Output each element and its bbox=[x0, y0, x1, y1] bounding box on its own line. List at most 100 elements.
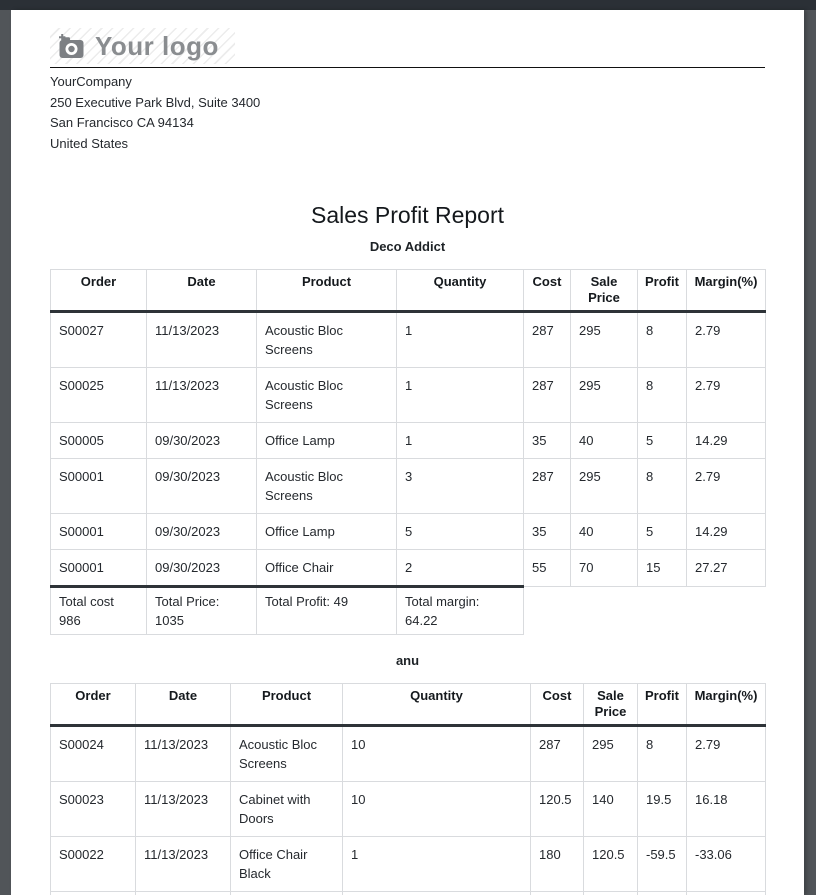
report-content: Your logo YourCompany 250 Executive Park… bbox=[11, 10, 804, 895]
table-row: S00023 11/13/2023 Cabinet with Doors 10 120.… bbox=[50, 781, 766, 837]
table-cell: Acoustic Bloc Screens bbox=[256, 311, 397, 368]
table-header-row: Order Date Product Quantity Cost Sale Price Pr… bbox=[50, 269, 766, 313]
table-cell: 1 bbox=[396, 422, 524, 459]
column-header: Order bbox=[50, 269, 147, 313]
table-cell: 19.5 bbox=[637, 781, 687, 837]
column-header: Order bbox=[50, 683, 136, 727]
table-cell: 120.5 bbox=[530, 781, 584, 837]
table-cell: -59.5 bbox=[637, 836, 687, 892]
table-cell: S00001 bbox=[50, 549, 147, 587]
table-cell bbox=[135, 891, 231, 895]
table-cell: 2.79 bbox=[686, 311, 766, 368]
table-cell bbox=[530, 891, 584, 895]
company-logo: Your logo bbox=[50, 28, 235, 64]
table-cell: 15 bbox=[637, 549, 687, 587]
table-cell: 40 bbox=[570, 513, 638, 550]
column-header: Date bbox=[146, 269, 257, 313]
table-row: S00005 09/30/2023 Office Lamp 1 35 40 5 14.29 bbox=[50, 422, 766, 459]
table-cell: 140 bbox=[583, 781, 638, 837]
table-cell bbox=[50, 891, 136, 895]
table-cell: -33.06 bbox=[686, 836, 766, 892]
table-cell: 1 bbox=[396, 367, 524, 423]
table-cell: 11/13/2023 bbox=[135, 725, 231, 782]
table-cell: 11/13/2023 bbox=[146, 367, 257, 423]
table-row: S00024 11/13/2023 Acoustic Bloc Screens 10 2… bbox=[50, 725, 766, 782]
column-header: Quantity bbox=[342, 683, 531, 727]
table-row: S00001 09/30/2023 Office Chair 2 55 70 15 27.27 bbox=[50, 549, 766, 587]
table-cell: Acoustic Bloc Screens bbox=[256, 367, 397, 423]
customer-name: anu bbox=[395, 653, 420, 668]
table-cell: 287 bbox=[523, 311, 571, 368]
table-row-cutoff bbox=[50, 891, 766, 895]
company-city: San Francisco CA 94134 bbox=[50, 115, 194, 130]
totals-cell: Total Price: 1035 bbox=[146, 585, 257, 635]
table-cell: 16.18 bbox=[686, 781, 766, 837]
table-cell: 1 bbox=[342, 836, 531, 892]
table-cell: 8 bbox=[637, 458, 687, 514]
table-cell: 8 bbox=[637, 367, 687, 423]
table-cell bbox=[686, 891, 766, 895]
table-cell: 14.29 bbox=[686, 422, 766, 459]
table-row: S00022 11/13/2023 Office Chair Black 1 180 12… bbox=[50, 836, 766, 892]
table-cell: 2.79 bbox=[686, 367, 766, 423]
table-cell: 09/30/2023 bbox=[146, 549, 257, 587]
table-cell: S00025 bbox=[50, 367, 147, 423]
table-cell: S00001 bbox=[50, 513, 147, 550]
table-cell: Acoustic Bloc Screens bbox=[256, 458, 397, 514]
column-header: Margin(%) bbox=[686, 683, 766, 727]
company-address: YourCompany 250 Executive Park Blvd, Sui… bbox=[50, 72, 765, 154]
column-header: Profit bbox=[637, 269, 687, 313]
header-divider bbox=[50, 67, 765, 68]
table-cell: S00027 bbox=[50, 311, 147, 368]
table-cell: 2 bbox=[396, 549, 524, 587]
table-cell: S00024 bbox=[50, 725, 136, 782]
table-cell: S00022 bbox=[50, 836, 136, 892]
table-cell: 09/30/2023 bbox=[146, 513, 257, 550]
table-cell: 5 bbox=[396, 513, 524, 550]
table-cell bbox=[637, 891, 687, 895]
table-cell: 2.79 bbox=[686, 725, 766, 782]
totals-cell: Total cost 986 bbox=[50, 585, 147, 635]
table-cell: Office Lamp bbox=[256, 513, 397, 550]
table-cell: S00005 bbox=[50, 422, 147, 459]
table-cell: 40 bbox=[570, 422, 638, 459]
table-cell: 35 bbox=[523, 422, 571, 459]
column-header: Margin(%) bbox=[686, 269, 766, 313]
table-cell: S00001 bbox=[50, 458, 147, 514]
column-header: Product bbox=[230, 683, 343, 727]
table-cell bbox=[342, 891, 531, 895]
table-row: S00027 11/13/2023 Acoustic Bloc Screens 1 28… bbox=[50, 311, 766, 368]
totals-cell: Total Profit: 49 bbox=[256, 585, 397, 635]
table-cell: 10 bbox=[342, 781, 531, 837]
sales-table-anu: Order Date Product Quantity Cost Sale Price Pr… bbox=[50, 683, 766, 895]
table-row: S00001 09/30/2023 Office Lamp 5 35 40 5 14.29 bbox=[50, 513, 766, 550]
table-cell: 10 bbox=[342, 725, 531, 782]
column-header: Profit bbox=[637, 683, 687, 727]
table-cell bbox=[230, 891, 343, 895]
column-header: Date bbox=[135, 683, 231, 727]
customer-section-deco-addict: Deco Addict Order Date Product Quantity Cost… bbox=[50, 239, 766, 635]
table-cell: 3 bbox=[396, 458, 524, 514]
table-cell: 1 bbox=[396, 311, 524, 368]
company-country: United States bbox=[50, 135, 129, 151]
camera-plus-icon bbox=[59, 33, 84, 58]
sales-table-deco-addict: Order Date Product Quantity Cost Sale Price Pr… bbox=[50, 269, 766, 635]
table-cell: Office Chair Black bbox=[230, 836, 343, 892]
table-cell: 295 bbox=[570, 367, 638, 423]
company-street: 250 Executive Park Blvd, Suite 3400 bbox=[50, 94, 261, 110]
column-header: Cost bbox=[523, 269, 571, 313]
company-name: YourCompany bbox=[50, 74, 132, 89]
table-cell: 287 bbox=[523, 367, 571, 423]
table-cell: 5 bbox=[637, 422, 687, 459]
column-header: Quantity bbox=[396, 269, 524, 313]
table-cell: 2.79 bbox=[686, 458, 766, 514]
table-cell: S00023 bbox=[50, 781, 136, 837]
table-header-row: Order Date Product Quantity Cost Sale Price Pr… bbox=[50, 683, 766, 727]
table-cell: 8 bbox=[637, 311, 687, 368]
table-cell: 295 bbox=[570, 458, 638, 514]
totals-cell: Total margin: 64.22 bbox=[396, 585, 524, 635]
table-row: S00001 09/30/2023 Acoustic Bloc Screens 3 28… bbox=[50, 458, 766, 514]
table-cell: Office Chair bbox=[256, 549, 397, 587]
table-cell: 5 bbox=[637, 513, 687, 550]
table-cell bbox=[583, 891, 638, 895]
